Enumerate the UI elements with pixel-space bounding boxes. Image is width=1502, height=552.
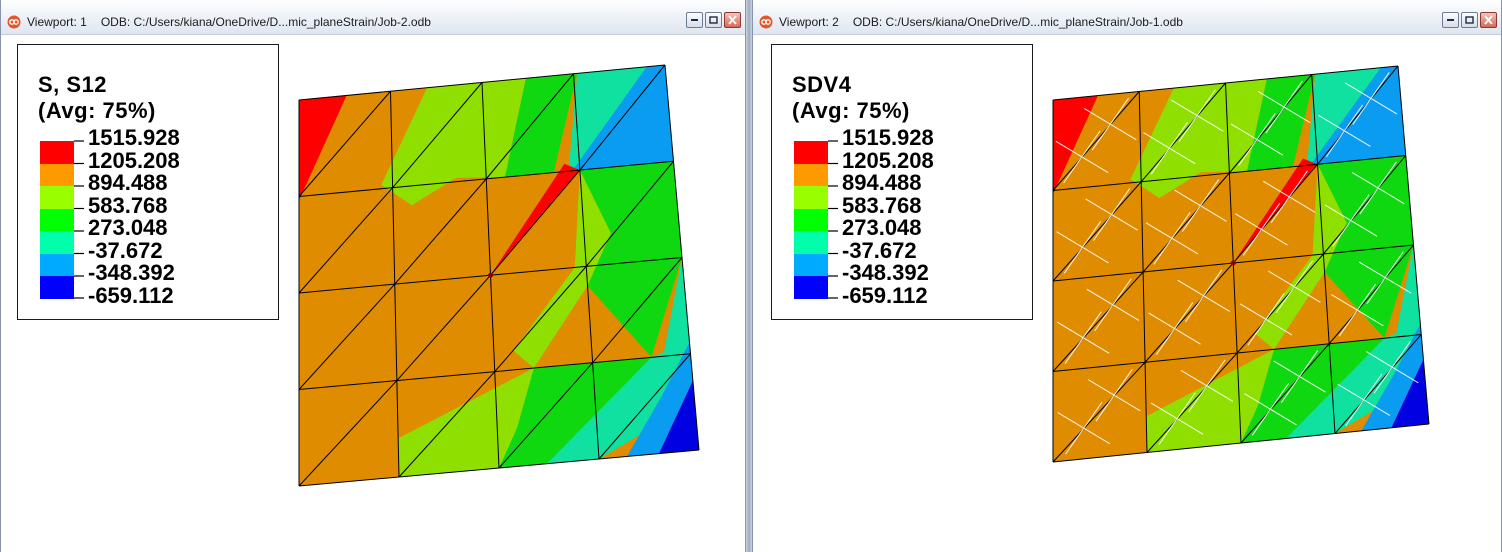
mesh-node xyxy=(1230,260,1236,266)
legend-value: 1515.928 xyxy=(88,125,180,150)
viewport-1-title: Viewport: 1 xyxy=(27,15,87,29)
restore-button[interactable] xyxy=(1461,12,1478,28)
restore-icon xyxy=(709,16,718,24)
contour-band xyxy=(663,257,691,357)
viewport-2-window-controls xyxy=(1442,12,1497,28)
mesh-edges xyxy=(298,64,700,487)
contour-legend: SDV4 (Avg: 75%) 1515.928 1205.208 894.48… xyxy=(771,44,1033,320)
legend-swatch xyxy=(40,208,74,231)
restore-icon xyxy=(1465,16,1474,24)
contour-band xyxy=(547,342,690,464)
abaqus-logo-icon xyxy=(759,15,773,29)
viewport-1[interactable]: Viewport: 1 ODB: C:/Users/kiana/OneDrive/… xyxy=(0,0,746,552)
legend-swatch xyxy=(40,253,74,276)
contour-legend: S, S12 (Avg: 75%) 1515.928 1205.208 894.… xyxy=(17,44,279,320)
legend-value: -348.392 xyxy=(88,260,175,285)
legend-value: 1205.208 xyxy=(842,147,934,173)
legend-swatch xyxy=(794,208,828,231)
contour-band xyxy=(490,163,580,276)
minimize-button[interactable] xyxy=(686,12,703,28)
legend-value: 583.768 xyxy=(88,192,168,218)
contour-band xyxy=(299,95,347,201)
legend-value: -659.112 xyxy=(88,282,174,308)
legend-swatch xyxy=(794,141,828,164)
contour-band xyxy=(1053,95,1098,195)
abaqus-logo-icon xyxy=(7,15,21,29)
viewport-1-titlebar[interactable]: Viewport: 1 ODB: C:/Users/kiana/OneDrive/… xyxy=(1,0,745,35)
legend-value: -348.392 xyxy=(842,260,929,285)
legend-variable: SDV4 xyxy=(792,72,852,97)
contour-band xyxy=(505,73,578,178)
legend-variable: S, S12 xyxy=(38,72,108,97)
legend-swatch xyxy=(794,231,828,254)
minimize-icon xyxy=(691,19,698,21)
contour-band xyxy=(1391,359,1429,428)
legend-averaging: (Avg: 75%) xyxy=(792,98,910,123)
legend-value: 894.488 xyxy=(842,170,922,195)
viewport-2-title-text: Viewport: 2 ODB: C:/Users/kiana/OneDrive/… xyxy=(779,15,1183,29)
viewport-1-title-text: Viewport: 1 ODB: C:/Users/kiana/OneDrive/… xyxy=(27,15,431,29)
legend-value: 1205.208 xyxy=(88,147,180,173)
legend-swatch xyxy=(794,163,828,186)
viewport-1-odb-path: ODB: C:/Users/kiana/OneDrive/D...mic_pla… xyxy=(100,15,431,29)
legend-value: -37.672 xyxy=(842,237,917,263)
contour-band xyxy=(572,65,674,171)
contour-band xyxy=(1241,338,1385,443)
viewport-2[interactable]: Viewport: 2 ODB: C:/Users/kiana/OneDrive/… xyxy=(752,0,1502,552)
contour-band xyxy=(1317,155,1414,339)
legend-values: 1515.928 1205.208 894.488 583.768 273.04… xyxy=(88,125,180,308)
legend-value: 273.048 xyxy=(88,215,168,240)
contour-band xyxy=(1233,158,1318,263)
legend-ticks xyxy=(74,140,84,299)
restore-button[interactable] xyxy=(705,12,722,28)
legend-swatch xyxy=(40,141,74,164)
integration-point-symbols xyxy=(1055,72,1419,455)
contour-plot[interactable] xyxy=(1,34,745,552)
legend-swatch xyxy=(40,186,74,209)
viewport-2-titlebar[interactable]: Viewport: 2 ODB: C:/Users/kiana/OneDrive/… xyxy=(753,0,1501,35)
legend-value: 273.048 xyxy=(842,215,922,240)
legend-ticks xyxy=(828,140,838,299)
contour-band xyxy=(381,78,526,206)
contour-band xyxy=(659,380,699,454)
close-button[interactable] xyxy=(724,12,741,28)
legend-value: 1515.928 xyxy=(842,125,934,150)
legend-averaging: (Avg: 75%) xyxy=(38,98,156,123)
legend-color-bar xyxy=(794,141,828,299)
viewport-2-odb-path: ODB: C:/Users/kiana/OneDrive/D...mic_pla… xyxy=(852,15,1183,29)
legend-swatch xyxy=(40,231,74,254)
contour-band xyxy=(499,357,652,468)
legend-color-bar xyxy=(40,141,74,299)
viewport-2-title: Viewport: 2 xyxy=(779,15,839,29)
legend-swatch xyxy=(40,276,74,299)
contour-band xyxy=(1286,323,1421,439)
minimize-icon xyxy=(1447,19,1454,21)
legend-swatch xyxy=(40,163,74,186)
viewport-1-window-controls xyxy=(686,12,741,28)
legend-values: 1515.928 1205.208 894.488 583.768 273.04… xyxy=(842,125,934,308)
contour-band xyxy=(513,170,611,368)
contour-band xyxy=(1247,74,1316,172)
legend-value: 894.488 xyxy=(88,170,168,195)
legend-swatch xyxy=(794,276,828,299)
legend-swatch xyxy=(794,186,828,209)
legend-value: -659.112 xyxy=(842,282,928,308)
legend-swatch xyxy=(794,253,828,276)
minimize-button[interactable] xyxy=(1442,12,1459,28)
legend-value: 583.768 xyxy=(842,192,922,218)
close-icon xyxy=(728,15,737,25)
viewport-splitter[interactable] xyxy=(746,0,752,552)
contour-plot[interactable] xyxy=(753,34,1501,552)
close-button[interactable] xyxy=(1480,12,1497,28)
legend-value: -37.672 xyxy=(88,237,163,263)
contour-band xyxy=(579,161,682,358)
close-icon xyxy=(1484,15,1493,25)
mesh-node xyxy=(488,272,493,278)
